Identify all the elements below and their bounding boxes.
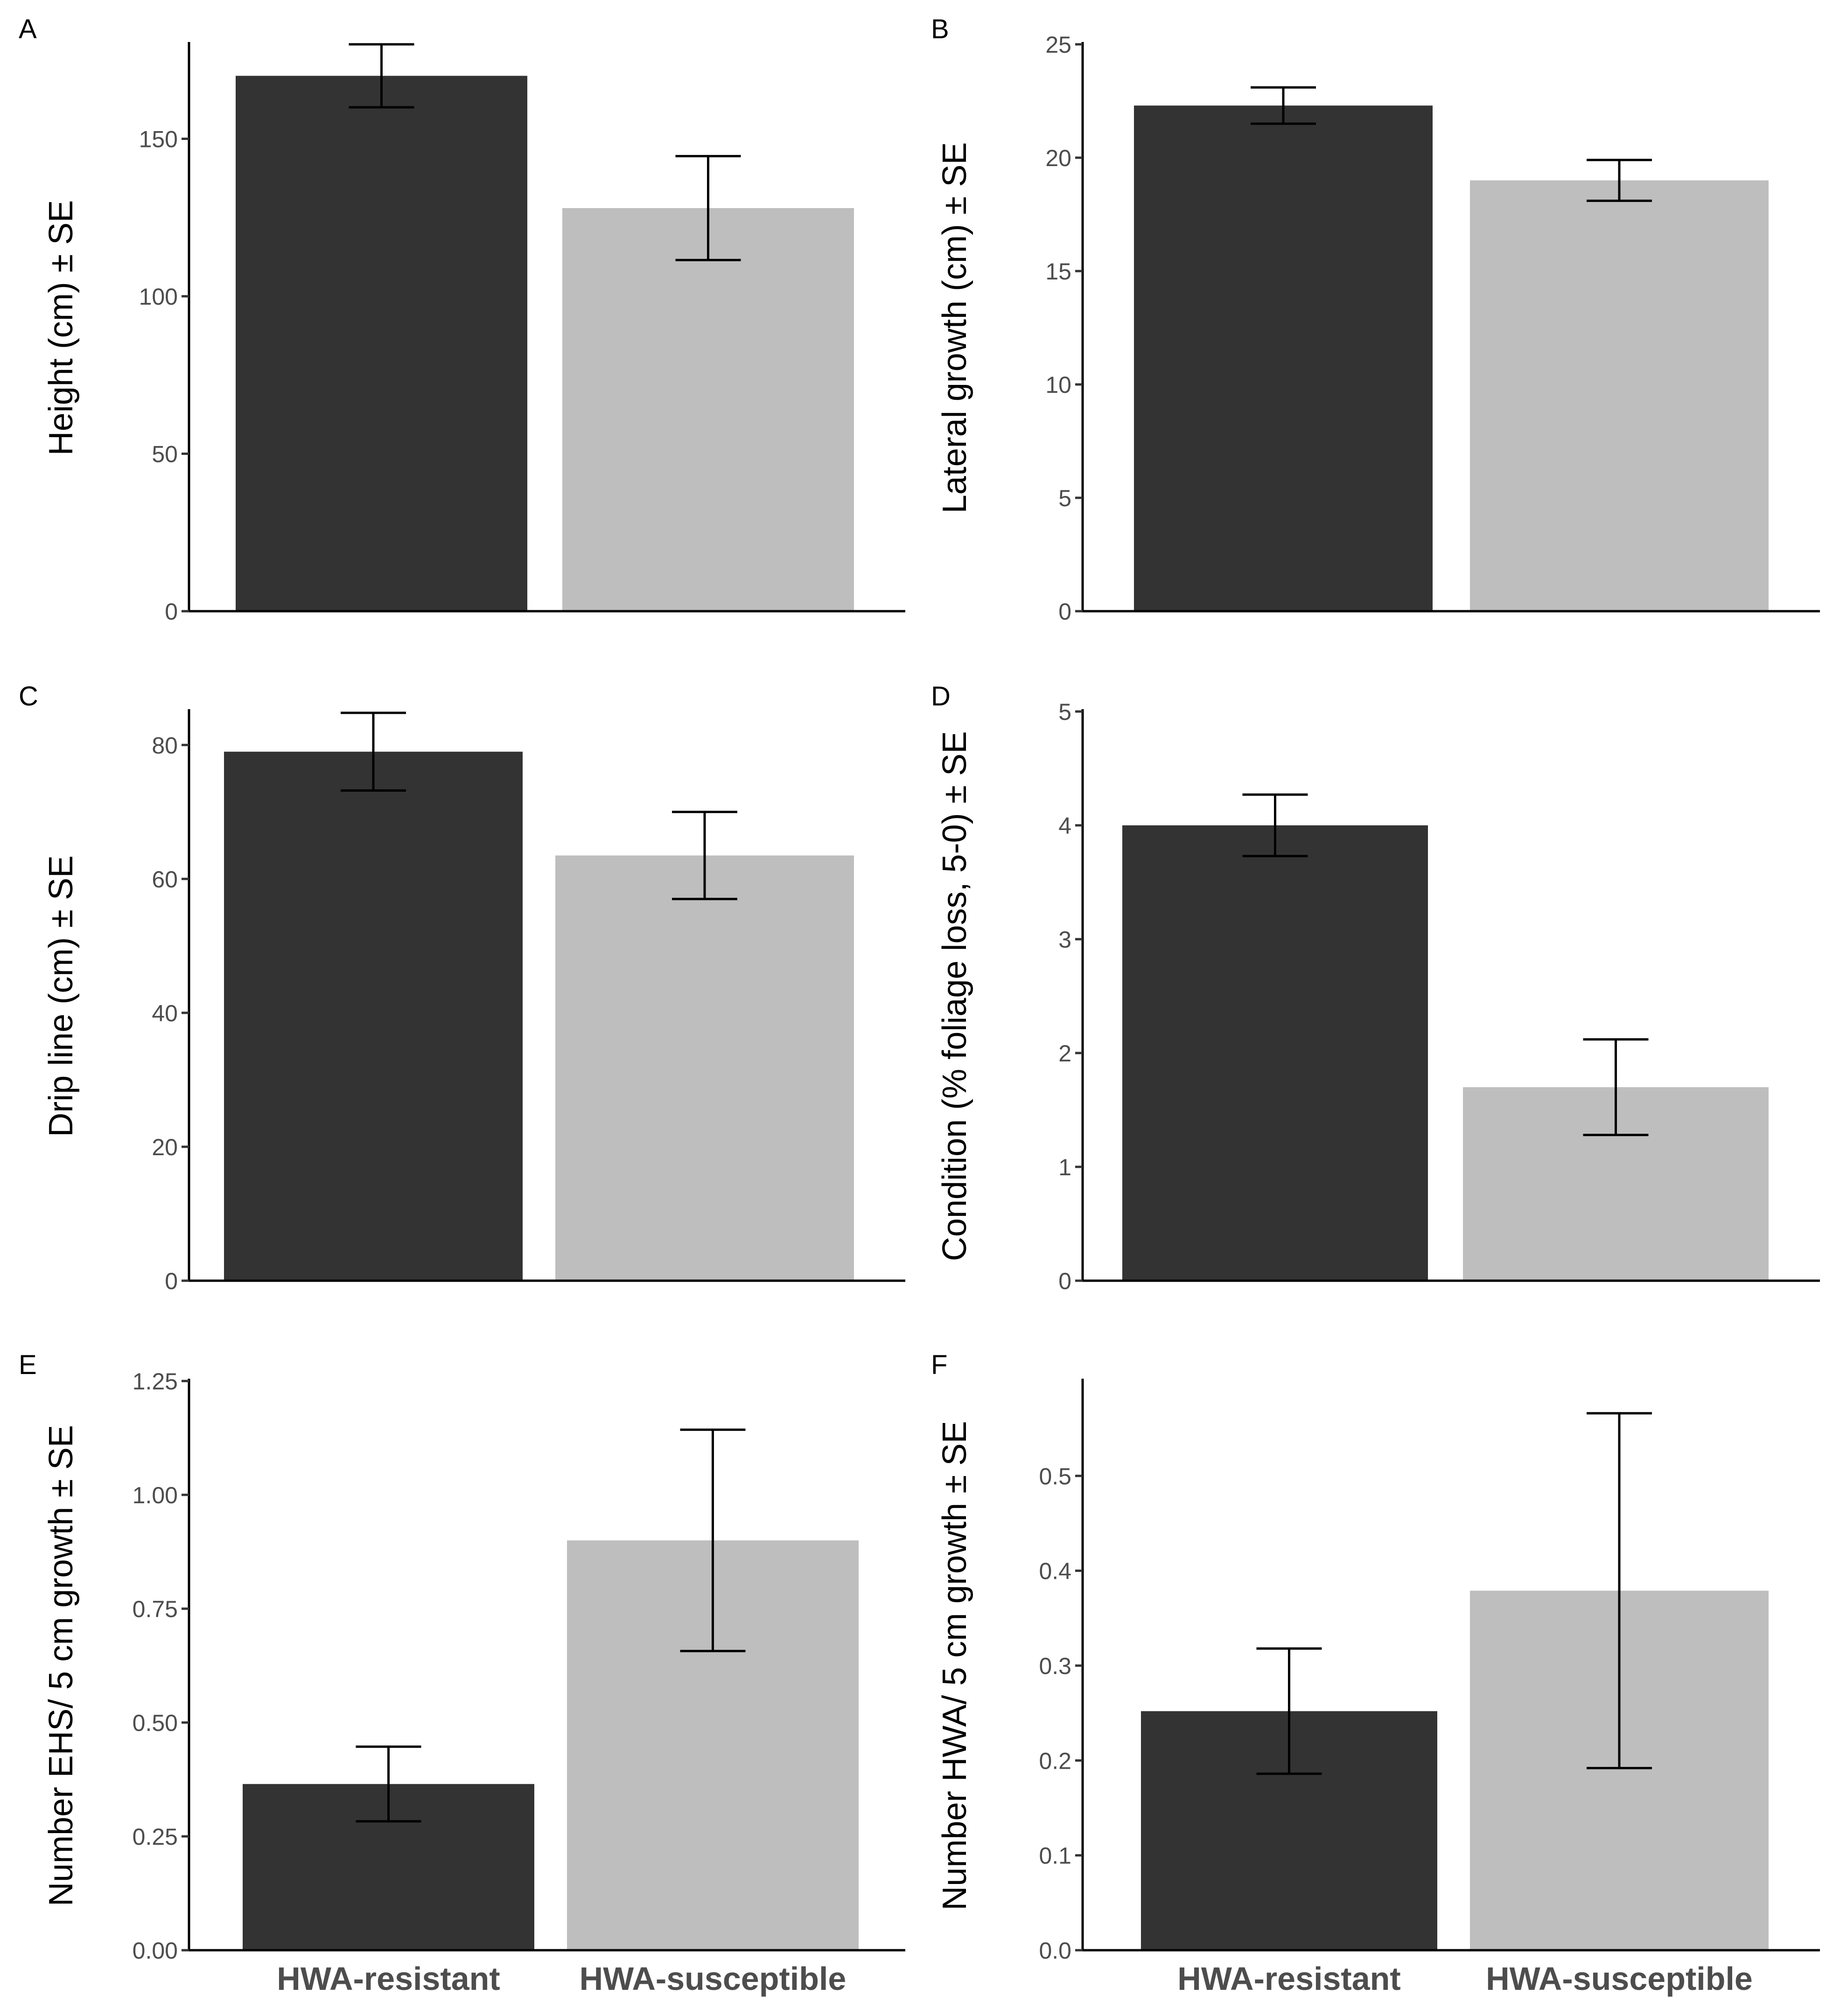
bar-hwa-susceptible [562,208,854,611]
panel-letter: B [931,14,949,44]
error-bar-hwa-susceptible [1587,1412,1652,1770]
y-tick-label: 40 [152,1000,178,1026]
y-axis-title: Condition (% foliage loss, 5-0) ± SE [936,731,973,1261]
y-tick-label: 0.0 [1039,1938,1071,1964]
y-axis-title: Number HWA/ 5 cm growth ± SE [936,1421,973,1910]
panel-a: 0 50 100 150 Height (cm) ± SE A [19,14,905,625]
bar-hwa-resistant [1122,825,1428,1281]
y-tick-label: 10 [1045,372,1071,398]
panel-letter: C [19,681,38,712]
error-bar-hwa-susceptible [1583,1038,1649,1137]
y-tick-label: 0.25 [133,1824,178,1850]
y-tick-label: 3 [1058,927,1071,953]
bar-hwa-susceptible [1470,180,1769,612]
y-tick-label: 1.25 [133,1368,178,1395]
y-tick-label: 0.1 [1039,1843,1071,1869]
y-axis-title: Drip line (cm) ± SE [42,855,80,1137]
y-tick-label: 15 [1045,258,1071,285]
y-tick-label: 0.50 [133,1710,178,1736]
panel-letter: F [931,1350,947,1380]
panel-letter: A [19,14,37,44]
x-tick-label-hwa-susceptible: HWA-susceptible [580,1960,847,1997]
y-tick-label: 0 [1058,1268,1071,1294]
y-tick-label: 0 [1058,599,1071,625]
bar-hwa-resistant [224,752,523,1281]
y-axis-title: Number EHS/ 5 cm growth ± SE [42,1425,80,1906]
y-tick-label: 4 [1058,813,1071,839]
y-tick-label: 0.75 [133,1596,178,1622]
y-tick-label: 0 [165,1268,178,1294]
panel-letter: E [19,1350,37,1380]
error-bar-hwa-resistant [341,712,406,792]
error-bar-hwa-susceptible [680,1428,746,1653]
x-tick-label-hwa-susceptible: HWA-susceptible [1486,1960,1753,1997]
error-bar-hwa-resistant [1251,86,1316,125]
y-tick-label: 5 [1058,699,1071,725]
y-tick-label: 0.5 [1039,1463,1071,1489]
y-tick-label: 5 [1058,485,1071,511]
panel-e: 0.00 0.25 0.50 0.75 1.00 1.25 Number EHS/ 5 cm… [19,1350,905,1997]
y-axis-title: Lateral growth (cm) ± SE [936,142,973,514]
y-tick-label: 25 [1045,32,1071,58]
error-bar-hwa-susceptible [672,810,737,900]
panel-letter: D [931,681,951,712]
y-tick-label: 1 [1058,1154,1071,1180]
bar-hwa-susceptible [555,855,854,1281]
panel-b: 0 5 10 15 20 25 Lateral growth (cm) ± SE B [931,14,1820,625]
y-tick-label: 2 [1058,1040,1071,1067]
panel-d: 0 1 2 3 4 5 Condition (% foliage loss, 5-0) ± … [931,681,1820,1294]
bar-hwa-resistant [236,76,527,611]
y-tick-label: 0.4 [1039,1558,1071,1584]
y-tick-label: 0 [165,599,178,625]
y-tick-label: 50 [152,441,178,467]
y-tick-label: 0.3 [1039,1653,1071,1679]
y-tick-label: 100 [139,284,178,310]
y-tick-label: 20 [152,1134,178,1160]
error-bar-hwa-resistant [1256,1647,1322,1775]
y-tick-label: 60 [152,866,178,893]
x-tick-label-hwa-resistant: HWA-resistant [277,1960,500,1997]
y-tick-label: 80 [152,732,178,759]
panel-f: 0.0 0.1 0.2 0.3 0.4 0.5 Number HWA/ 5 cm growt… [931,1350,1820,1997]
error-bar-hwa-susceptible [1587,159,1652,202]
y-tick-label: 0.2 [1039,1748,1071,1774]
y-tick-label: 150 [139,126,178,153]
x-tick-label-hwa-resistant: HWA-resistant [1177,1960,1400,1997]
y-axis-title: Height (cm) ± SE [42,200,80,456]
y-tick-label: 20 [1045,145,1071,171]
error-bar-hwa-resistant [356,1745,421,1823]
y-tick-label: 1.00 [133,1482,178,1508]
error-bar-hwa-resistant [1242,793,1308,858]
y-tick-label: 0.00 [133,1938,178,1964]
error-bar-hwa-susceptible [675,155,741,261]
panel-c: 0 20 40 60 80 Drip line (cm) ± SE C [19,681,905,1294]
bar-hwa-resistant [1134,105,1433,612]
error-bar-hwa-resistant [349,43,414,109]
